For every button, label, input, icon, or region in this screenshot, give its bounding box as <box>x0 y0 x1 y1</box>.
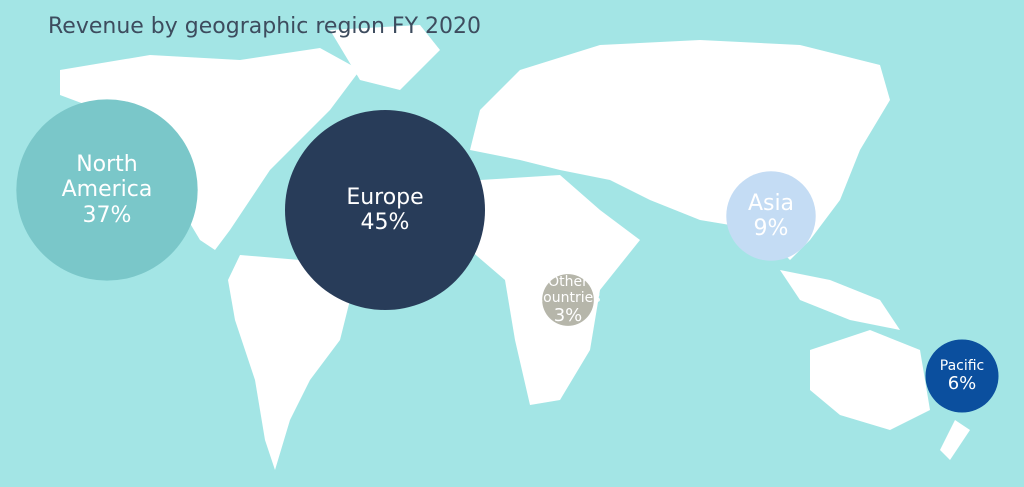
southeast-asia <box>780 270 900 330</box>
chart-title: Revenue by geographic region FY 2020 <box>48 14 481 39</box>
bubble-label: North America 37% <box>44 152 171 228</box>
value-label: 9% <box>753 215 789 241</box>
region-name: Asia <box>747 190 795 216</box>
region-name: Europe <box>346 184 424 210</box>
bubble-label: Other countries 3% <box>523 274 613 327</box>
value-label: 37% <box>82 202 132 228</box>
bubble <box>542 274 594 326</box>
north-america <box>60 48 360 250</box>
value-label: 3% <box>553 304 583 326</box>
region-name: Pacific <box>939 357 985 374</box>
value-label: 45% <box>360 209 410 235</box>
new-zealand <box>940 420 970 460</box>
bubble-label: Europe 45% <box>315 185 455 236</box>
value-label: 6% <box>947 372 977 394</box>
continents <box>60 25 970 470</box>
australia <box>810 330 930 430</box>
bubble-label: Asia 9% <box>740 191 803 242</box>
bubble <box>726 171 816 261</box>
region-name: North America <box>61 152 153 203</box>
bubble <box>285 110 485 310</box>
bubble <box>16 99 198 281</box>
bubble <box>925 339 999 413</box>
region-name: Other countries <box>535 273 601 306</box>
greenland <box>330 25 440 90</box>
south-america <box>228 255 350 470</box>
bubble-label: Pacific 6% <box>917 358 1007 395</box>
